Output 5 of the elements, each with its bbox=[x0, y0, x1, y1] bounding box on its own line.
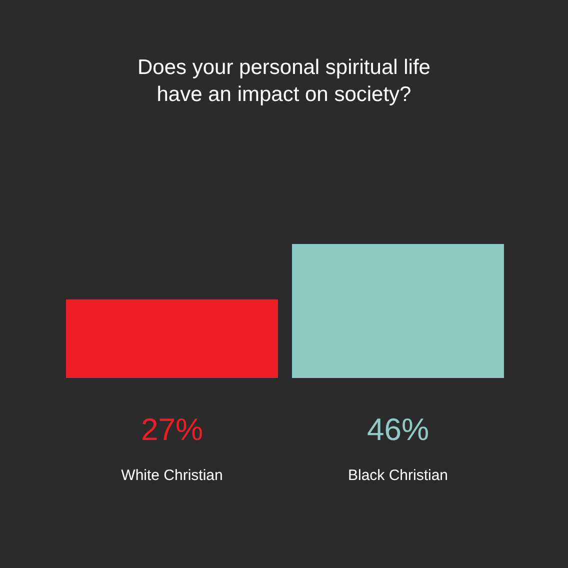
chart-title: Does your personal spiritual life have an impact on society? bbox=[138, 56, 430, 106]
x-tick-label: Black Christian bbox=[348, 467, 448, 484]
data-label: 46% bbox=[367, 412, 430, 447]
x-tick-label: White Christian bbox=[121, 467, 223, 484]
data-label: 27% bbox=[141, 412, 204, 447]
